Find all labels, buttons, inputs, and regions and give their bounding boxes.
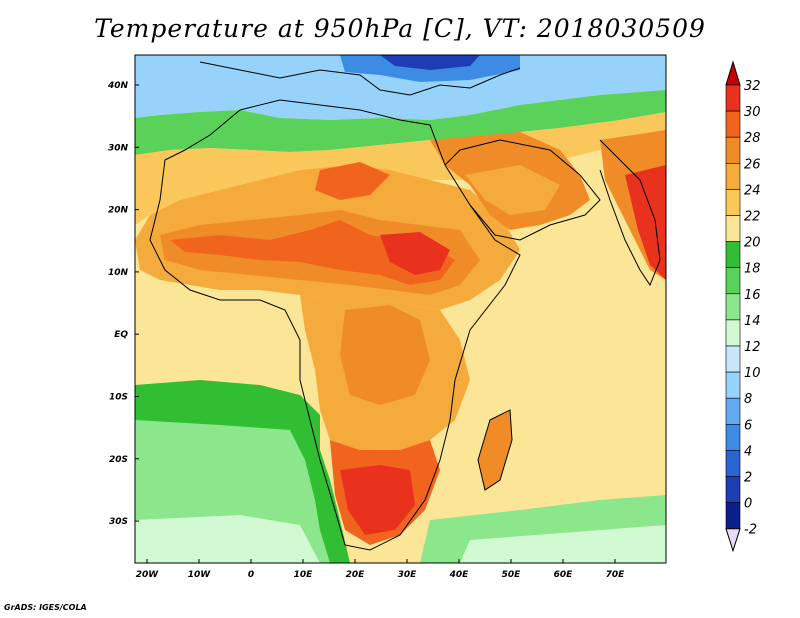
lon-label: 0 xyxy=(248,570,254,580)
colorbar-segment xyxy=(725,423,741,451)
lon-label: 20E xyxy=(346,570,366,580)
lon-label: 50E xyxy=(502,570,522,580)
lon-label: 20W xyxy=(136,570,160,580)
colorbar-label: 30 xyxy=(744,105,761,120)
colorbar-segment xyxy=(725,502,741,530)
colorbar-label: 20 xyxy=(744,236,761,251)
colorbar-segment xyxy=(725,215,741,242)
colorbar-segment xyxy=(725,293,741,321)
grads-credit: GrADS: IGES/COLA xyxy=(4,603,87,612)
colorbar-segment xyxy=(725,163,741,190)
lat-label: 20S xyxy=(109,455,128,465)
lat-label: 10S xyxy=(109,393,128,403)
colorbar-segment xyxy=(725,450,741,477)
colorbar-label: 0 xyxy=(744,497,752,512)
lon-label: 40E xyxy=(449,570,470,580)
colorbar-segment xyxy=(725,84,741,112)
coastlines xyxy=(149,61,661,551)
lat-label: 30S xyxy=(109,517,128,527)
lon-label: 30E xyxy=(398,570,418,580)
lon-label: 70E xyxy=(606,570,626,580)
map-title: Temperature at 950hPa [C], VT: 201803050… xyxy=(94,14,706,43)
colorbar-label: 10 xyxy=(744,366,761,381)
lon-label: 10E xyxy=(294,570,314,580)
colorbar-label: 26 xyxy=(744,157,761,172)
latitude-labels: 40N 30N 20N 10N EQ 10S 20S 30S xyxy=(107,81,139,527)
lat-label: 30N xyxy=(108,143,129,153)
colorbar-segment xyxy=(725,110,741,138)
colorbar-label: 8 xyxy=(744,392,752,407)
lat-label: 40N xyxy=(107,81,129,91)
lat-label: 10N xyxy=(108,268,129,278)
colorbar-label: 12 xyxy=(744,340,761,355)
colorbar-label: 14 xyxy=(744,314,761,329)
colorbar-segment xyxy=(725,136,741,164)
colorbar-bottom-cap xyxy=(725,528,741,553)
lat-label: EQ xyxy=(114,330,128,340)
colorbar-segment xyxy=(725,267,741,295)
colorbar-segment xyxy=(725,319,741,347)
temperature-field xyxy=(135,55,666,563)
colorbar-label: 2 xyxy=(744,471,752,486)
colorbar-segment xyxy=(725,476,741,503)
colorbar-label: 24 xyxy=(744,183,761,198)
colorbar-label: 18 xyxy=(744,262,761,277)
lon-label: 60E xyxy=(554,570,574,580)
colorbar-segment xyxy=(725,189,741,216)
plot-frame xyxy=(134,54,667,564)
colorbar-top-cap xyxy=(725,60,741,86)
colorbar-label: 6 xyxy=(744,418,752,433)
colorbar-segment xyxy=(725,345,741,373)
colorbar-label: 32 xyxy=(744,79,761,94)
colorbar-label: -2 xyxy=(744,523,757,538)
lat-label: 20N xyxy=(108,206,129,216)
colorbar-label: 16 xyxy=(744,288,761,303)
longitude-labels: 20W 10W 0 10E 20E 30E 40E 50E 60E 70E xyxy=(136,559,625,580)
colorbar-segment xyxy=(725,371,741,399)
colorbar-label: 4 xyxy=(744,444,752,459)
lon-label: 10W xyxy=(188,570,212,580)
colorbar-label: 28 xyxy=(744,131,761,146)
colorbar-segment xyxy=(725,397,741,425)
colorbar-label: 22 xyxy=(744,210,761,225)
colorbar-segment xyxy=(725,241,741,269)
